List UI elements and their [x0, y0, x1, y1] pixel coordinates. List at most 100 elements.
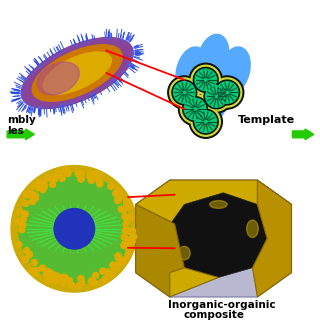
- Circle shape: [108, 271, 114, 277]
- Circle shape: [78, 172, 84, 178]
- Circle shape: [100, 268, 106, 274]
- Ellipse shape: [32, 45, 122, 101]
- Circle shape: [60, 280, 67, 286]
- Circle shape: [64, 170, 70, 176]
- Circle shape: [37, 179, 43, 185]
- Circle shape: [62, 274, 68, 281]
- Circle shape: [94, 175, 100, 181]
- Circle shape: [41, 179, 47, 186]
- Circle shape: [108, 183, 114, 189]
- Circle shape: [124, 217, 130, 223]
- Circle shape: [25, 192, 32, 198]
- Circle shape: [200, 80, 233, 113]
- Circle shape: [54, 273, 60, 279]
- Circle shape: [115, 253, 121, 259]
- Circle shape: [16, 241, 22, 248]
- Circle shape: [111, 264, 117, 270]
- Circle shape: [20, 216, 26, 222]
- Circle shape: [51, 276, 57, 283]
- Circle shape: [33, 267, 40, 273]
- Polygon shape: [252, 180, 292, 297]
- Ellipse shape: [197, 34, 229, 82]
- Circle shape: [212, 78, 242, 107]
- Circle shape: [122, 241, 128, 247]
- Circle shape: [43, 271, 49, 277]
- Circle shape: [195, 69, 217, 91]
- Ellipse shape: [247, 220, 258, 237]
- Circle shape: [189, 63, 222, 96]
- Circle shape: [29, 198, 36, 204]
- Circle shape: [23, 191, 29, 198]
- Text: Template: Template: [238, 115, 295, 125]
- Circle shape: [168, 76, 201, 109]
- Circle shape: [23, 256, 29, 263]
- Polygon shape: [136, 180, 292, 297]
- Circle shape: [92, 171, 98, 177]
- Ellipse shape: [210, 201, 227, 208]
- Circle shape: [179, 92, 212, 125]
- Circle shape: [78, 175, 84, 181]
- Circle shape: [91, 279, 97, 286]
- Circle shape: [57, 277, 63, 283]
- Circle shape: [17, 209, 23, 215]
- Circle shape: [102, 276, 108, 282]
- Circle shape: [128, 213, 134, 220]
- Circle shape: [59, 275, 65, 281]
- Circle shape: [124, 201, 130, 207]
- Circle shape: [189, 105, 222, 138]
- Circle shape: [131, 233, 137, 240]
- Circle shape: [31, 194, 37, 200]
- Circle shape: [76, 283, 82, 289]
- Circle shape: [126, 204, 132, 210]
- Circle shape: [50, 276, 56, 282]
- Circle shape: [32, 195, 39, 201]
- Circle shape: [125, 253, 131, 259]
- Circle shape: [105, 269, 111, 275]
- Circle shape: [40, 187, 46, 193]
- Ellipse shape: [208, 51, 239, 98]
- Circle shape: [23, 247, 30, 254]
- Circle shape: [56, 171, 62, 177]
- Circle shape: [113, 190, 119, 196]
- Circle shape: [126, 247, 132, 253]
- Circle shape: [92, 272, 99, 279]
- Circle shape: [215, 80, 240, 105]
- Circle shape: [211, 76, 244, 109]
- Circle shape: [126, 249, 132, 256]
- Circle shape: [110, 262, 116, 268]
- Polygon shape: [136, 204, 184, 297]
- Circle shape: [50, 272, 57, 278]
- Circle shape: [123, 221, 129, 227]
- Circle shape: [78, 276, 84, 282]
- Polygon shape: [160, 193, 267, 277]
- Circle shape: [115, 197, 121, 204]
- Circle shape: [53, 277, 59, 284]
- Ellipse shape: [179, 246, 190, 260]
- Circle shape: [32, 182, 38, 188]
- Circle shape: [120, 257, 127, 263]
- Circle shape: [193, 109, 218, 134]
- Circle shape: [49, 272, 55, 278]
- Circle shape: [45, 277, 51, 283]
- Circle shape: [40, 185, 46, 191]
- Circle shape: [29, 191, 35, 197]
- Circle shape: [125, 240, 131, 246]
- Circle shape: [86, 173, 93, 179]
- Ellipse shape: [176, 47, 207, 94]
- Circle shape: [115, 190, 121, 197]
- Circle shape: [50, 176, 56, 182]
- Circle shape: [129, 228, 136, 234]
- Circle shape: [118, 206, 124, 212]
- Circle shape: [180, 94, 210, 124]
- Circle shape: [52, 275, 58, 281]
- Circle shape: [128, 215, 134, 221]
- Circle shape: [75, 171, 81, 177]
- Circle shape: [68, 282, 74, 288]
- Circle shape: [32, 193, 39, 199]
- FancyArrow shape: [7, 129, 35, 140]
- Circle shape: [59, 175, 65, 181]
- Circle shape: [126, 237, 132, 243]
- Circle shape: [122, 213, 128, 220]
- Circle shape: [191, 107, 220, 136]
- FancyArrow shape: [292, 129, 314, 140]
